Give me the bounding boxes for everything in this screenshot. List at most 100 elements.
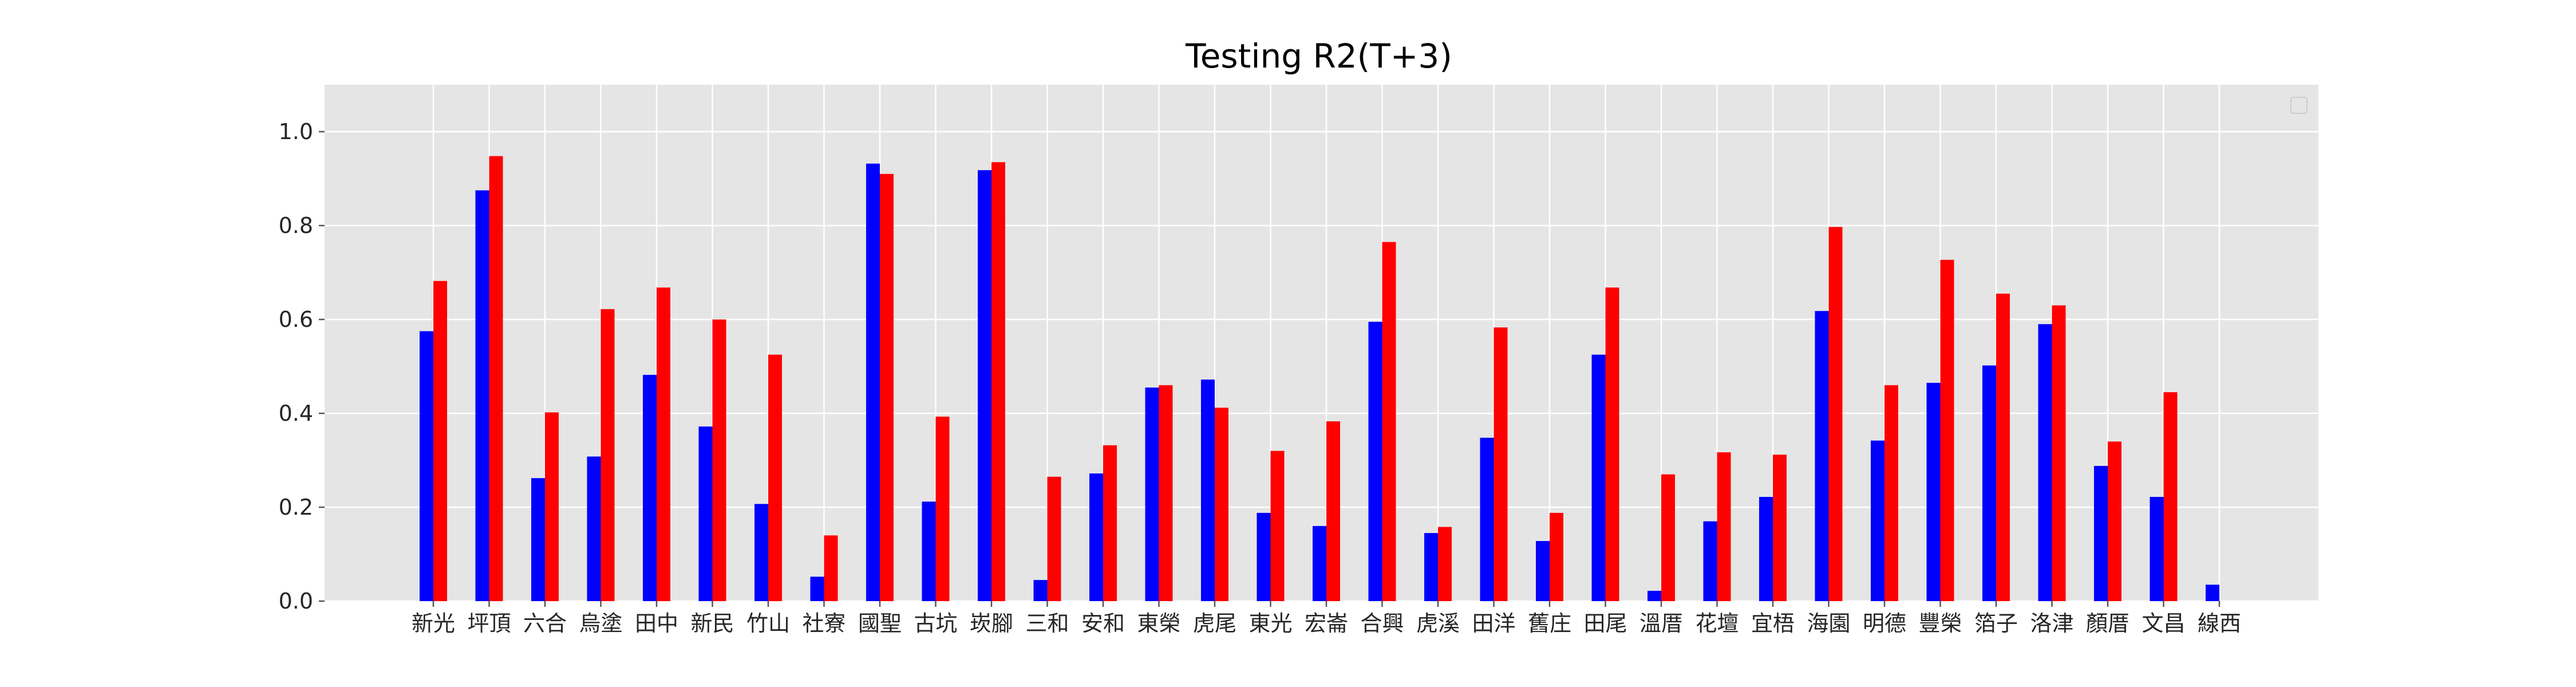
x-tick-label: 虎尾 xyxy=(1193,611,1236,636)
bar-series-2 xyxy=(1438,527,1452,601)
x-tick-label: 花壇 xyxy=(1695,611,1739,636)
bar-series-2 xyxy=(1828,227,1843,602)
bar-series-1 xyxy=(1368,322,1382,601)
x-tick-label: 新民 xyxy=(690,611,734,636)
bar-series-1 xyxy=(1871,440,1884,601)
bar-series-2 xyxy=(1103,445,1117,601)
bar-series-2 xyxy=(1047,476,1061,601)
bar-series-1 xyxy=(2206,585,2219,601)
bar-series-1 xyxy=(1424,533,1438,601)
plot-area xyxy=(325,85,2318,601)
x-tick-label: 宏崙 xyxy=(1305,611,1348,636)
x-tick-label: 烏塗 xyxy=(579,611,622,636)
bar-series-2 xyxy=(657,287,670,601)
bar-series-2 xyxy=(1215,408,1228,601)
x-tick-label: 溫厝 xyxy=(1639,611,1683,636)
bar-series-2 xyxy=(2052,305,2066,601)
bar-series-1 xyxy=(810,577,824,601)
bar-series-1 xyxy=(698,426,713,601)
bar-series-2 xyxy=(1159,385,1173,601)
x-tick-label: 海園 xyxy=(1807,611,1850,636)
bar-series-1 xyxy=(1313,526,1326,601)
x-tick-label: 明德 xyxy=(1863,611,1906,636)
y-tick-label: 0.4 xyxy=(279,401,313,426)
x-tick-label: 虎溪 xyxy=(1416,611,1460,636)
bar-series-1 xyxy=(1703,521,1717,601)
bar-series-2 xyxy=(545,412,559,601)
bar-series-1 xyxy=(2038,324,2052,601)
x-tick-label: 箔子 xyxy=(1974,611,2018,636)
bar-series-1 xyxy=(1257,512,1271,601)
x-tick-label: 國聖 xyxy=(858,611,902,636)
x-tick-label: 古坑 xyxy=(914,611,957,636)
y-tick-label: 0.2 xyxy=(279,495,313,520)
x-tick-label: 洛津 xyxy=(2030,611,2073,636)
bar-series-1 xyxy=(1536,541,1550,601)
bar-series-2 xyxy=(991,162,1005,601)
x-tick-label: 崁腳 xyxy=(970,611,1013,636)
y-tick-label: 0.6 xyxy=(279,307,313,332)
bar-series-2 xyxy=(2108,441,2121,601)
bar-series-2 xyxy=(1382,242,1396,601)
bar-series-2 xyxy=(880,173,894,601)
x-tick-label: 豐榮 xyxy=(1918,611,1962,636)
bar-series-2 xyxy=(1605,287,1619,601)
x-tick-label: 宜梧 xyxy=(1751,611,1795,636)
bar-series-2 xyxy=(1717,452,1731,601)
bar-series-2 xyxy=(1494,327,1508,601)
bar-series-1 xyxy=(531,478,545,601)
bar-series-2 xyxy=(768,354,782,601)
x-tick-label: 東榮 xyxy=(1137,611,1180,636)
bar-series-1 xyxy=(475,190,489,601)
bar-series-2 xyxy=(1550,512,1563,601)
bar-series-2 xyxy=(1326,421,1340,601)
bar-series-1 xyxy=(1647,590,1661,601)
bar-series-1 xyxy=(587,456,601,601)
bar-series-1 xyxy=(643,374,657,601)
bar-series-1 xyxy=(922,502,936,601)
x-tick-label: 田中 xyxy=(635,611,678,636)
x-tick-label: 舊庄 xyxy=(1528,611,1571,636)
bar-series-1 xyxy=(1815,311,1829,601)
bar-series-1 xyxy=(1591,354,1606,601)
bar-series-1 xyxy=(1201,379,1215,601)
x-tick-label: 三和 xyxy=(1025,611,1069,636)
bar-series-2 xyxy=(600,309,615,601)
bar-series-2 xyxy=(1996,293,2010,601)
x-tick-label: 六合 xyxy=(523,611,567,636)
bar-series-2 xyxy=(2163,392,2178,601)
x-tick-label: 東光 xyxy=(1249,611,1292,636)
bar-series-2 xyxy=(1270,451,1285,601)
bar-series-2 xyxy=(1940,259,1954,601)
x-tick-label: 線西 xyxy=(2198,611,2241,636)
chart-title: Testing R2(T+3) xyxy=(1185,37,1452,76)
bar-series-2 xyxy=(824,535,838,601)
bar-series-2 xyxy=(489,156,503,601)
bar-series-2 xyxy=(1773,455,1787,601)
x-tick-label: 顏厝 xyxy=(2086,611,2129,636)
bar-series-2 xyxy=(712,319,726,601)
x-tick-label: 文昌 xyxy=(2142,611,2185,636)
bar-series-1 xyxy=(2150,496,2164,601)
bar-series-2 xyxy=(935,416,950,601)
bar-series-1 xyxy=(978,170,991,601)
bar-series-2 xyxy=(1661,474,1675,601)
y-tick-label: 0.0 xyxy=(279,589,313,614)
x-tick-label: 田尾 xyxy=(1583,611,1627,636)
bar-series-1 xyxy=(1759,496,1773,601)
x-tick-label: 竹山 xyxy=(746,611,790,636)
legend-box xyxy=(2290,97,2308,114)
bar-series-1 xyxy=(1480,437,1494,601)
bar-series-2 xyxy=(433,281,447,601)
bar-series-1 xyxy=(2094,465,2108,601)
x-tick-label: 社寮 xyxy=(802,611,846,636)
bar-series-2 xyxy=(1884,385,1898,601)
bar-series-1 xyxy=(1033,580,1048,601)
bar-series-1 xyxy=(1926,382,1941,601)
x-tick-label: 合興 xyxy=(1360,611,1404,636)
bar-series-1 xyxy=(1982,365,1996,601)
bar-series-1 xyxy=(866,163,880,601)
x-tick-label: 新光 xyxy=(412,611,455,636)
